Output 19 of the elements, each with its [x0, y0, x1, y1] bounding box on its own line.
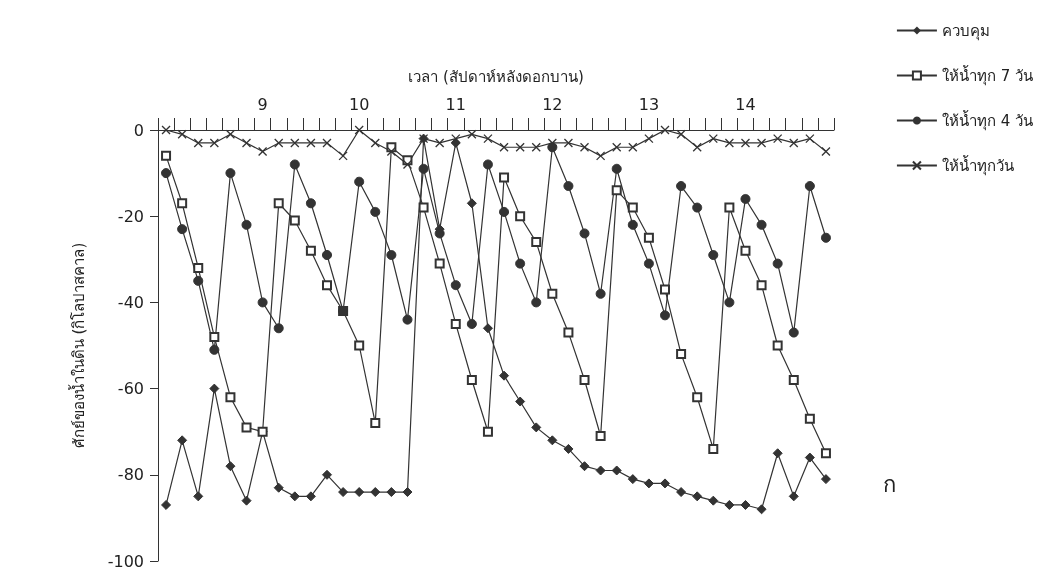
- legend-label: ให้น้ำทุก 4 วัน: [941, 109, 1034, 131]
- x-tick-label: 13: [638, 94, 660, 114]
- legend-label: ให้น้ำทุกวัน: [941, 154, 1014, 176]
- y-tick-label: -100: [107, 551, 144, 571]
- x-axis-title: เวลา (สัปดาห์หลังดอกบาน): [408, 67, 584, 86]
- legend-label: ให้น้ำทุก 7 วัน: [941, 64, 1034, 86]
- x-tick-label: 9: [257, 94, 268, 114]
- y-tick-label: -20: [117, 206, 144, 226]
- legend-label: ควบคุม: [941, 21, 990, 41]
- y-axis-title: ศักย์ของน้ำในดิน (กิโลปาสคาล): [67, 242, 88, 449]
- y-tick-label: 0: [133, 120, 144, 140]
- y-tick-label: -60: [117, 379, 144, 399]
- text: ก: [883, 471, 896, 497]
- x-tick-label: 11: [445, 94, 466, 114]
- x-tick-label: 12: [542, 94, 563, 114]
- y-tick-label: -40: [117, 292, 144, 312]
- y-tick-label: -80: [117, 465, 144, 485]
- x-tick-label: 14: [735, 94, 756, 114]
- x-tick-label: 10: [349, 94, 370, 114]
